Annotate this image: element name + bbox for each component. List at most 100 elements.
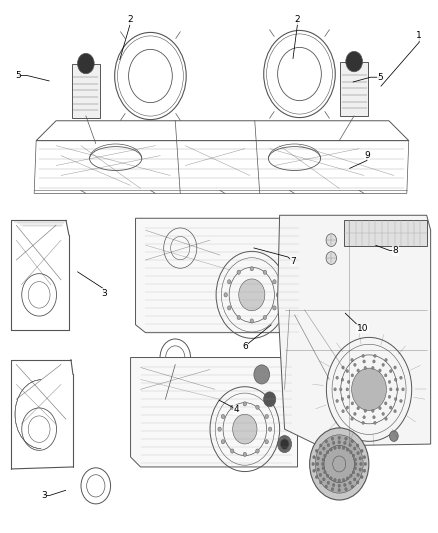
Circle shape (254, 365, 269, 384)
Circle shape (324, 454, 326, 457)
Circle shape (346, 406, 349, 409)
Polygon shape (278, 215, 431, 446)
Circle shape (315, 449, 318, 453)
Circle shape (326, 234, 336, 246)
Text: 2: 2 (127, 15, 133, 25)
Text: 3: 3 (41, 491, 47, 500)
Circle shape (389, 388, 392, 391)
Circle shape (218, 427, 221, 431)
Circle shape (319, 444, 322, 447)
Circle shape (359, 468, 361, 471)
Text: 4: 4 (233, 405, 239, 414)
Circle shape (330, 477, 332, 480)
Circle shape (371, 409, 374, 413)
Circle shape (371, 366, 374, 369)
Circle shape (230, 405, 234, 409)
Circle shape (256, 405, 259, 409)
Circle shape (345, 437, 347, 440)
Circle shape (343, 441, 346, 445)
Circle shape (352, 368, 386, 410)
Circle shape (388, 395, 391, 398)
Circle shape (362, 421, 364, 424)
Circle shape (317, 468, 319, 471)
Circle shape (362, 354, 364, 358)
Circle shape (399, 399, 402, 402)
Circle shape (273, 306, 276, 310)
Text: 8: 8 (392, 246, 398, 255)
Circle shape (389, 406, 392, 409)
Circle shape (321, 462, 324, 465)
Circle shape (353, 363, 356, 366)
Circle shape (364, 366, 367, 369)
Circle shape (334, 388, 336, 391)
Circle shape (402, 388, 404, 391)
Circle shape (352, 454, 355, 457)
Circle shape (230, 449, 234, 453)
Circle shape (280, 439, 289, 449)
Circle shape (342, 446, 345, 449)
Circle shape (342, 410, 344, 413)
Circle shape (324, 471, 326, 474)
Circle shape (233, 414, 257, 444)
Circle shape (338, 441, 340, 444)
Circle shape (319, 481, 322, 484)
Circle shape (342, 366, 344, 369)
Circle shape (338, 484, 340, 487)
Circle shape (346, 388, 349, 391)
Circle shape (334, 446, 336, 449)
Circle shape (312, 462, 314, 465)
Circle shape (332, 483, 335, 487)
Circle shape (325, 485, 328, 488)
Circle shape (334, 479, 336, 481)
Circle shape (385, 417, 387, 421)
Circle shape (325, 440, 328, 443)
Circle shape (341, 378, 344, 381)
Circle shape (326, 451, 329, 454)
Circle shape (341, 398, 344, 401)
Circle shape (346, 369, 349, 373)
Circle shape (78, 53, 94, 74)
Circle shape (378, 407, 381, 410)
Circle shape (343, 483, 346, 487)
Circle shape (351, 485, 353, 488)
Circle shape (256, 449, 259, 453)
Circle shape (363, 416, 365, 419)
Circle shape (315, 435, 363, 493)
Circle shape (364, 409, 367, 413)
Circle shape (319, 451, 321, 455)
Circle shape (346, 477, 349, 480)
Circle shape (357, 481, 359, 484)
Circle shape (357, 473, 360, 477)
Circle shape (351, 402, 353, 405)
Circle shape (389, 369, 392, 373)
Circle shape (394, 366, 396, 369)
Circle shape (339, 388, 342, 391)
Circle shape (351, 417, 353, 421)
Circle shape (382, 363, 385, 366)
Text: 1: 1 (417, 31, 422, 41)
Circle shape (338, 446, 340, 449)
Circle shape (360, 462, 362, 465)
Circle shape (360, 475, 363, 479)
Circle shape (322, 478, 325, 481)
Circle shape (265, 414, 268, 418)
Circle shape (243, 453, 247, 457)
Circle shape (350, 474, 352, 477)
Circle shape (363, 456, 366, 459)
Circle shape (331, 437, 334, 440)
Circle shape (313, 469, 315, 472)
Circle shape (237, 270, 240, 274)
Circle shape (374, 421, 376, 424)
Polygon shape (340, 62, 368, 116)
Circle shape (332, 441, 335, 445)
Circle shape (250, 319, 254, 323)
Circle shape (276, 293, 279, 297)
Circle shape (338, 479, 340, 482)
Circle shape (353, 447, 356, 450)
Circle shape (347, 381, 350, 384)
Circle shape (317, 457, 319, 460)
Circle shape (243, 402, 247, 406)
Circle shape (364, 462, 367, 465)
Circle shape (357, 451, 360, 455)
Circle shape (322, 467, 325, 470)
